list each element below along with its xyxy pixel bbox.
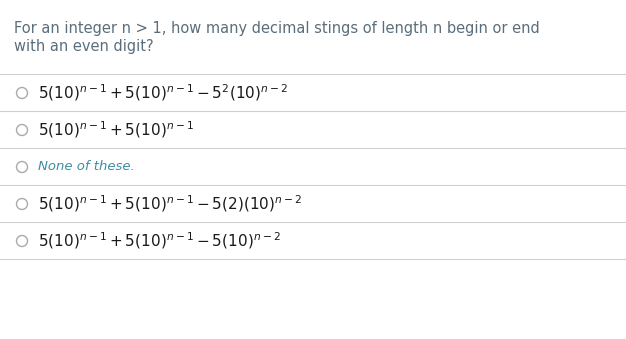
Text: $5(10)^{n-1} + 5(10)^{n-1} - 5(10)^{n-2}$: $5(10)^{n-1} + 5(10)^{n-1} - 5(10)^{n-2}… — [38, 231, 280, 251]
Text: None of these.: None of these. — [38, 160, 134, 174]
Text: For an integer n > 1, how many decimal stings of length n begin or end: For an integer n > 1, how many decimal s… — [14, 21, 540, 36]
Text: $5(10)^{n-1} + 5(10)^{n-1}$: $5(10)^{n-1} + 5(10)^{n-1}$ — [38, 120, 193, 140]
Text: $5(10)^{n-1} + 5(10)^{n-1} - 5(2)(10)^{n-2}$: $5(10)^{n-1} + 5(10)^{n-1} - 5(2)(10)^{n… — [38, 194, 302, 214]
Text: $5(10)^{n-1} + 5(10)^{n-1} - 5^2(10)^{n-2}$: $5(10)^{n-1} + 5(10)^{n-1} - 5^2(10)^{n-… — [38, 83, 287, 103]
Text: with an even digit?: with an even digit? — [14, 39, 153, 54]
